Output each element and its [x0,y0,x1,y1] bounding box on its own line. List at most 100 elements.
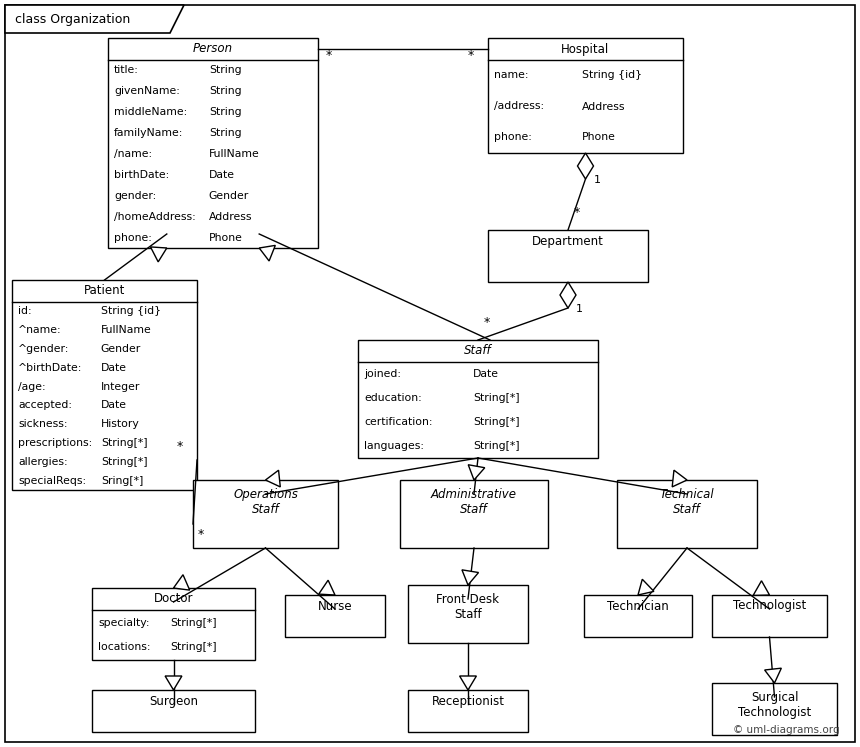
Text: ^birthDate:: ^birthDate: [18,363,83,373]
Text: Integer: Integer [101,382,140,391]
Text: allergies:: allergies: [18,457,68,467]
Text: /address:: /address: [494,102,544,111]
Text: Technician: Technician [607,600,669,613]
Polygon shape [5,5,184,33]
Text: education:: education: [364,393,421,403]
Text: *: * [177,440,183,453]
Text: Date: Date [473,369,499,379]
Bar [358,340,598,458]
Text: specialty:: specialty: [98,618,150,627]
Text: Address: Address [581,102,625,111]
Text: String {id}: String {id} [581,70,642,81]
Text: languages:: languages: [364,441,424,451]
Text: Operations
Staff: Operations Staff [233,488,298,516]
Text: String {id}: String {id} [101,306,161,317]
Text: String: String [209,128,242,138]
Text: givenName:: givenName: [114,87,180,96]
Text: /age:: /age: [18,382,46,391]
Text: String[*]: String[*] [170,618,217,627]
Text: Phone: Phone [209,232,243,243]
Text: id:: id: [18,306,32,317]
Text: String[*]: String[*] [170,642,217,652]
Text: Staff: Staff [464,344,492,358]
Text: FullName: FullName [209,149,260,159]
Polygon shape [459,676,476,690]
Polygon shape [165,676,182,690]
Text: accepted:: accepted: [18,400,72,410]
Text: Surgeon: Surgeon [149,695,198,707]
Text: Date: Date [101,363,126,373]
Text: prescriptions:: prescriptions: [18,438,92,448]
Bar [584,595,692,637]
Bar [108,38,318,248]
Text: String: String [209,87,242,96]
Text: Nurse: Nurse [317,600,353,613]
Text: locations:: locations: [98,642,150,652]
Text: Technologist: Technologist [733,600,806,613]
Text: gender:: gender: [114,190,157,201]
Text: phone:: phone: [494,132,531,143]
Text: *: * [484,316,490,329]
Bar [712,683,837,735]
Bar [488,38,683,153]
Polygon shape [578,153,593,179]
Text: middleName:: middleName: [114,108,187,117]
Text: birthDate:: birthDate: [114,170,169,180]
Text: Administrative
Staff: Administrative Staff [431,488,517,516]
Text: Receptionist: Receptionist [432,695,505,707]
Text: FullName: FullName [101,325,151,335]
Text: phone:: phone: [114,232,152,243]
Text: Doctor: Doctor [154,592,194,606]
Polygon shape [468,465,485,480]
Bar [408,690,528,732]
Text: /homeAddress:: /homeAddress: [114,211,196,222]
Text: Hospital: Hospital [562,43,610,55]
Polygon shape [319,580,335,595]
Text: Date: Date [209,170,235,180]
Text: 1: 1 [576,304,583,314]
Text: 1: 1 [593,175,600,185]
Bar [193,480,338,548]
Text: String: String [209,66,242,75]
Text: /name:: /name: [114,149,152,159]
Bar [92,690,255,732]
Text: ^name:: ^name: [18,325,62,335]
Text: *: * [574,206,580,219]
Text: Gender: Gender [209,190,249,201]
Polygon shape [638,579,654,595]
Text: Person: Person [193,43,233,55]
Polygon shape [174,574,190,590]
Text: String: String [209,108,242,117]
Bar [400,480,548,548]
Text: Sring[*]: Sring[*] [101,476,143,486]
Text: *: * [198,528,205,541]
Bar [617,480,757,548]
Text: Gender: Gender [101,344,141,354]
Text: Surgical
Technologist: Surgical Technologist [738,691,811,719]
Text: Technical
Staff: Technical Staff [660,488,715,516]
Polygon shape [150,247,167,262]
Text: ^gender:: ^gender: [18,344,70,354]
Polygon shape [259,245,275,261]
Polygon shape [753,580,770,595]
Text: specialReqs:: specialReqs: [18,476,86,486]
Polygon shape [765,668,782,683]
Text: *: * [468,49,474,62]
Bar [12,280,197,490]
Text: Phone: Phone [581,132,616,143]
Text: Address: Address [209,211,252,222]
Text: String[*]: String[*] [101,438,147,448]
Text: String[*]: String[*] [473,441,519,451]
Polygon shape [266,470,280,487]
Bar [285,595,385,637]
Text: title:: title: [114,66,138,75]
Text: name:: name: [494,70,529,81]
Text: String[*]: String[*] [101,457,147,467]
Polygon shape [673,470,687,487]
Text: *: * [326,49,332,62]
Text: familyName:: familyName: [114,128,183,138]
Text: String[*]: String[*] [473,393,519,403]
Text: Date: Date [101,400,126,410]
Bar [408,585,528,643]
Polygon shape [560,282,576,308]
